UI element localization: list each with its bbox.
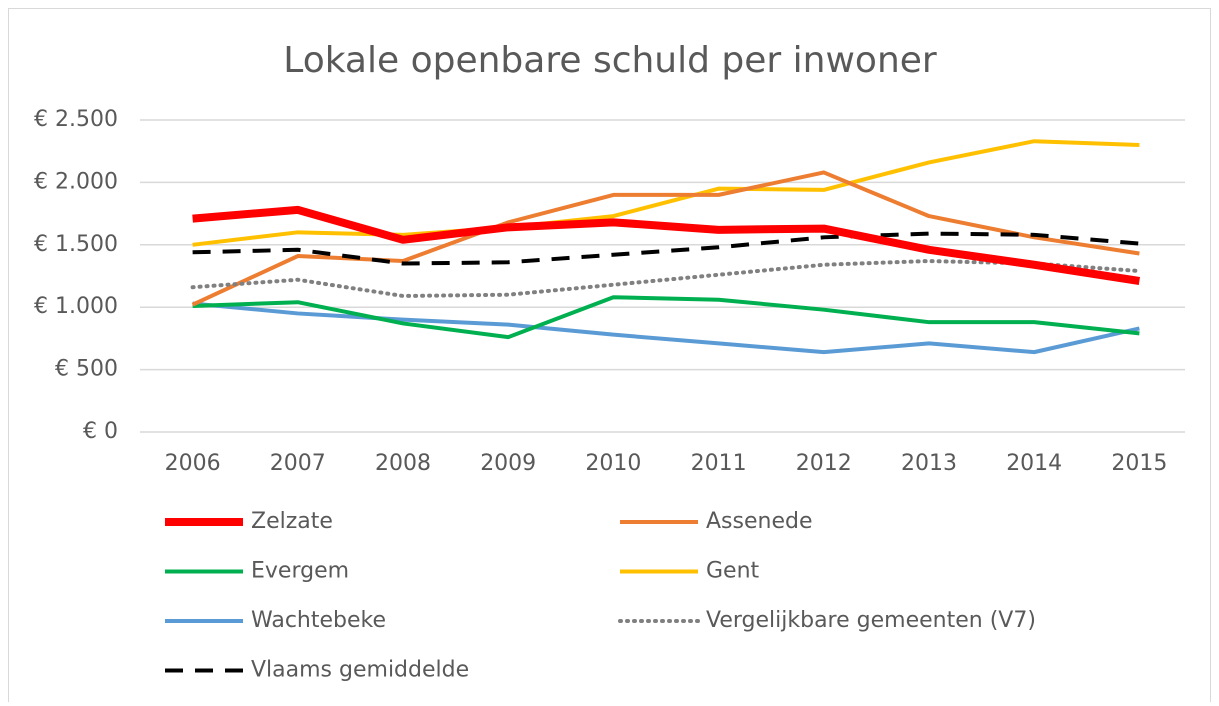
x-tick-label: 2012 [796, 451, 852, 476]
y-tick-label: € 2.500 [34, 107, 118, 132]
x-tick-label: 2010 [585, 451, 641, 476]
legend-label: Assenede [706, 509, 813, 534]
series-line [192, 231, 1140, 266]
legend-label: Vergelijkbare gemeenten (V7) [706, 608, 1036, 633]
chart-frame [8, 8, 1211, 706]
series-line [192, 301, 1140, 355]
y-tick-label: € 2.000 [34, 169, 118, 194]
y-tick-label: € 1.500 [34, 232, 118, 257]
x-tick-label: 2014 [1006, 451, 1062, 476]
x-tick-label: 2013 [901, 451, 957, 476]
x-tick-label: 2007 [270, 451, 326, 476]
y-tick-label: € 500 [55, 357, 118, 382]
legend-label: Vlaams gemiddelde [251, 658, 469, 683]
y-tick-label: € 1.000 [34, 294, 118, 319]
x-tick-label: 2008 [375, 451, 431, 476]
series-line [190, 259, 1142, 298]
legend-label: Zelzate [251, 509, 333, 534]
legend-label: Gent [706, 559, 760, 584]
legend-label: Wachtebeke [251, 608, 386, 633]
series-line [192, 139, 1140, 247]
x-tick-label: 2006 [165, 451, 221, 476]
chart-title: Lokale openbare schuld per inwoner [283, 40, 937, 81]
x-tick-label: 2011 [691, 451, 747, 476]
series-line [192, 205, 1141, 285]
x-tick-label: 2015 [1111, 451, 1167, 476]
series-line [192, 295, 1140, 340]
y-tick-label: € 0 [83, 419, 118, 444]
x-tick-label: 2009 [480, 451, 536, 476]
legend-label: Evergem [251, 559, 349, 584]
